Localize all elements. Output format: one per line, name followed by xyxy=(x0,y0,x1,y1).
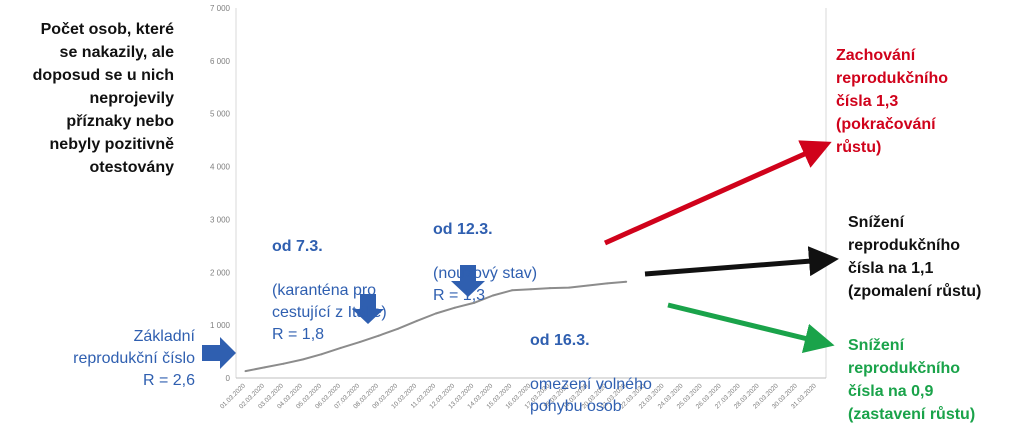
data-point xyxy=(320,353,323,356)
data-point xyxy=(377,334,380,337)
data-point xyxy=(396,327,399,330)
y-tick-label: 7 000 xyxy=(210,4,231,13)
y-tick-label: 4 000 xyxy=(210,163,231,172)
data-point xyxy=(549,287,552,290)
scenario-arrow-red xyxy=(603,140,832,246)
annotation-7-3-head: od 7.3. xyxy=(272,238,323,255)
data-point xyxy=(472,301,475,304)
annotation-arrows xyxy=(202,140,839,369)
scenario-arrow-green xyxy=(667,302,835,354)
annotation-7-3-body: (karanténa pro cestující z Itálie) R = 1… xyxy=(272,282,387,343)
arrow-7-3-icon xyxy=(352,294,384,324)
y-tick-label: 0 xyxy=(226,374,231,383)
data-point xyxy=(339,346,342,349)
scenario-label-green: Snížení reprodukčního čísla na 0,9 (zast… xyxy=(848,337,976,423)
arrow-12-3-icon xyxy=(451,265,485,297)
annotation-7-3: od 7.3. (karanténa pro cestující z Itáli… xyxy=(272,214,432,368)
data-point xyxy=(244,370,247,373)
y-tick-label: 3 000 xyxy=(210,215,231,224)
scenario-arrow-black xyxy=(644,246,839,277)
data-point xyxy=(453,306,456,309)
data-point xyxy=(415,319,418,322)
annotation-16-3-head: od 16.3. xyxy=(530,332,590,349)
data-point xyxy=(568,286,571,289)
annotation-baseline: Základní reprodukční číslo R = 2,6 xyxy=(73,328,195,389)
data-point xyxy=(282,362,285,365)
data-point xyxy=(625,280,628,283)
y-tick-label: 2 000 xyxy=(210,268,231,277)
annotation-12-3-head: od 12.3. xyxy=(433,221,493,238)
series xyxy=(244,280,628,373)
data-point xyxy=(491,294,494,297)
y-tick-label: 1 000 xyxy=(210,321,231,330)
data-point xyxy=(358,341,361,344)
scenario-label-red: Zachování reprodukčního čísla 1,3 (pokra… xyxy=(836,47,949,156)
data-point xyxy=(301,358,304,361)
y-tick-label: 5 000 xyxy=(210,110,231,119)
data-point xyxy=(263,366,266,369)
annotation-12-3: od 12.3. (nouzový stav) R = 1,3 xyxy=(433,197,583,329)
side-title: Počet osob, které se nakazily, ale dopos… xyxy=(32,21,174,176)
y-tick-label: 6 000 xyxy=(210,57,231,66)
data-point xyxy=(606,282,609,285)
data-point xyxy=(510,289,513,292)
data-point xyxy=(587,284,590,287)
annotation-12-3-body: (nouzový stav) R = 1,3 xyxy=(433,265,538,304)
annotation-16-3-body: omezení volného pohybu osob xyxy=(530,376,652,415)
data-point xyxy=(434,312,437,315)
baseline-arrow-icon xyxy=(202,337,236,369)
data-point xyxy=(530,288,532,291)
annotation-16-3: od 16.3. omezení volného pohybu osob xyxy=(530,308,690,440)
scenario-label-black: Snížení reprodukčního čísla na 1,1 (zpom… xyxy=(848,214,982,300)
